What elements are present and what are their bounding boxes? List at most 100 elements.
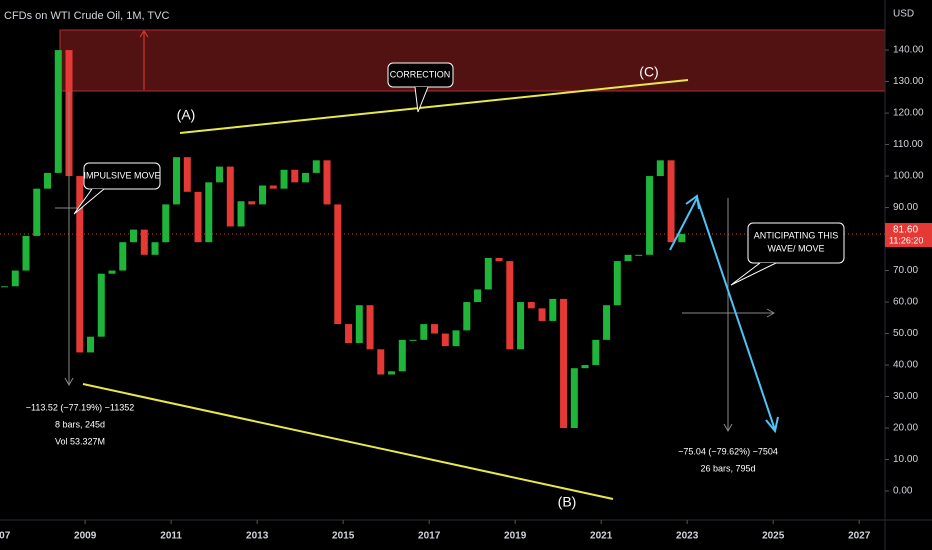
measure-text: 26 bars, 795d [700,463,755,473]
candle [420,324,428,340]
candle [388,371,396,375]
last-price-label: 81.60 [893,225,918,236]
candle [549,298,557,321]
candle [570,368,578,429]
y-tick-label: 30.00 [893,391,918,402]
measure-arrow [64,377,74,387]
callout-tail [730,262,777,286]
candle [259,185,267,205]
wave-label: (C) [639,64,658,80]
y-tick-label: 40.00 [893,360,918,371]
candle [194,191,202,243]
x-tick-label: 2023 [676,531,699,542]
candle [87,336,95,353]
currency: USD [893,9,914,20]
y-tick-label: 120.00 [893,108,924,119]
candle [97,273,105,337]
measure-arrow [766,308,776,318]
axes: 0.00 10.00 20.00 30.00 40.00 50.00 60.00 70.00 8… [0,45,932,542]
candle [345,324,353,343]
measure-arrow [723,423,733,433]
candle [162,204,170,243]
y-tick-label: 50.00 [893,328,918,339]
annotation: WAVE/ MOVE [767,243,824,253]
candle [280,169,288,189]
y-tick-label: 90.00 [893,202,918,213]
y-tick-label: 0.00 [893,486,913,497]
candle [538,308,546,321]
candle [581,365,589,369]
candle [226,166,234,227]
candle [33,188,41,236]
candle [183,157,191,192]
zone-arrow-head [139,30,149,38]
candle [624,254,632,262]
candle [140,229,148,255]
candle [667,160,675,243]
candle [527,302,535,309]
candle [151,242,159,255]
measure-text: −75.04 (−79.62%) −7504 [678,446,778,456]
candle [205,182,213,243]
candle [130,229,138,243]
candle [312,160,320,173]
x-tick-label: 2015 [332,531,355,542]
candle [119,242,127,271]
callout-tail [73,188,105,215]
callout-tail [414,86,429,113]
candle [1,286,9,288]
callout-box [83,162,161,190]
candle [506,261,514,350]
candle [495,257,503,262]
candle [237,201,245,227]
candle [484,257,492,290]
candle [355,305,363,343]
candle [656,160,664,177]
candle [678,234,686,243]
candle [248,201,256,205]
time-axis [0,520,885,550]
candle [463,302,471,331]
candle [173,157,181,205]
candle [291,169,299,183]
y-tick-label: 140.00 [893,45,924,56]
candle [44,172,52,189]
candle [560,298,568,429]
wave-label: (B) [558,494,577,510]
y-tick-label: 60.00 [893,297,918,308]
candle [334,204,342,325]
candle [398,339,406,372]
x-tick-label: 2013 [246,531,269,542]
lower-trendline [82,383,614,500]
y-tick-label: 100.00 [893,171,924,182]
projected-arrow [685,194,700,210]
y-tick-label: 70.00 [893,265,918,276]
candle [613,261,621,306]
x-tick-label: 2009 [74,531,97,542]
x-tick-label: 2019 [504,531,527,542]
countdown: 11:26:20 [889,235,923,245]
candle [11,270,19,287]
measure-text: 8 bars, 245d [55,419,105,429]
candles [1,50,686,429]
candle [323,160,331,205]
y-tick-label: 130.00 [893,76,924,87]
x-tick-label: 2011 [160,531,182,542]
callout-box [747,222,845,264]
candle [452,330,460,347]
y-tick-label: 20.00 [893,423,918,434]
candle [517,302,525,350]
x-tick-label: 2025 [762,531,785,542]
x-tick-label: 2017 [418,531,441,542]
annotation: CORRECTION [390,69,451,79]
candle [377,349,385,375]
candle [22,235,30,271]
candle [216,166,224,183]
candle [441,333,449,347]
candle [646,176,654,255]
annotation: ANTICIPATING THIS [754,230,839,240]
candle [409,339,417,341]
projected-arrow [765,416,779,434]
x-tick-label: 2021 [590,531,613,542]
